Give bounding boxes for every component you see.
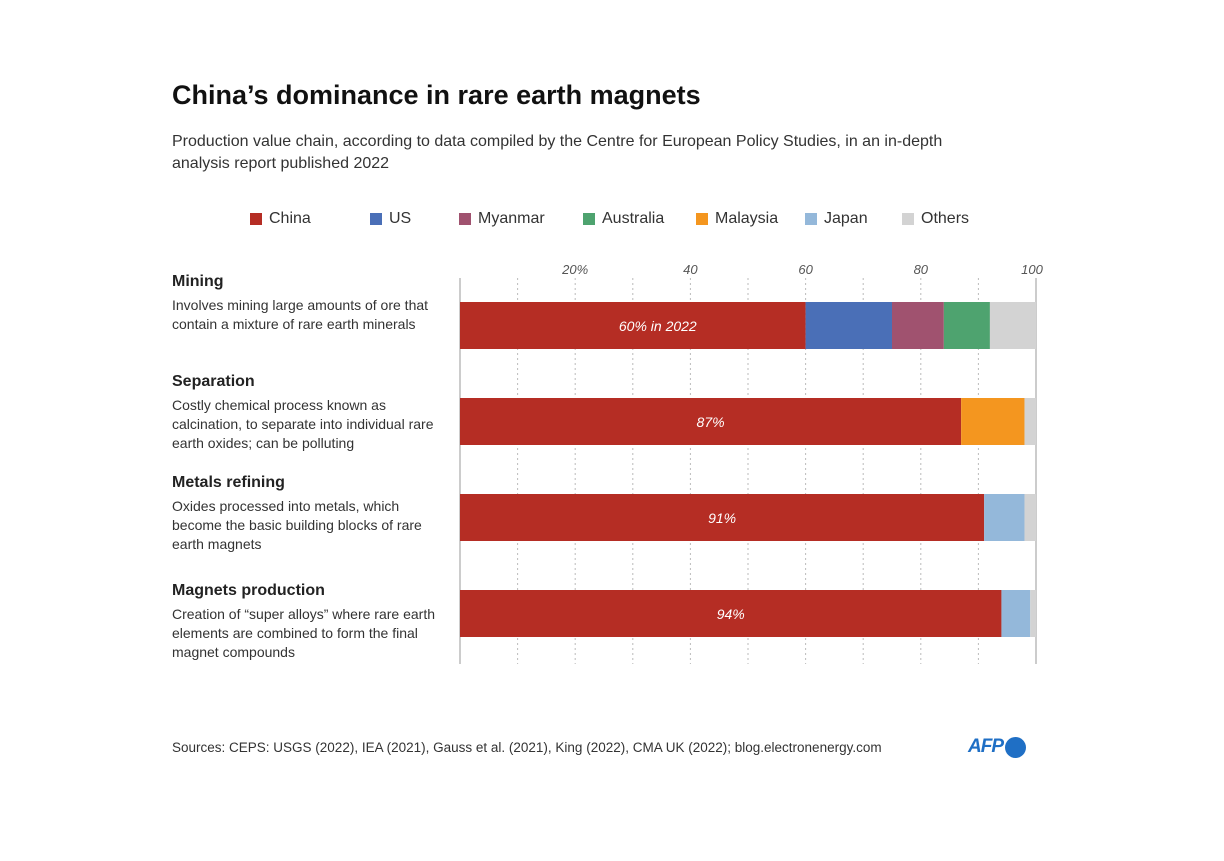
legend-label: China [269, 210, 311, 227]
afp-logo: AFP [968, 736, 1026, 758]
stage-label: Magnets production Creation of “super all… [172, 582, 452, 662]
bar-segment-others [1024, 494, 1036, 541]
legend-item-japan: Japan [805, 210, 868, 228]
bar-segment-china [460, 590, 1002, 637]
source-note: Sources: CEPS: USGS (2022), IEA (2021), … [172, 740, 882, 755]
bar-data-label: 91% [708, 510, 736, 526]
legend-item-others: Others [902, 210, 969, 228]
chart-subtitle: Production value chain, according to dat… [172, 133, 943, 172]
stage-label: Separation Costly chemical process known … [172, 373, 452, 453]
stage-description: Involves mining large amounts of ore tha… [172, 297, 429, 332]
x-tick-label: 80 [914, 262, 929, 277]
legend-swatch [459, 213, 471, 225]
x-tick-label: 40 [683, 262, 698, 277]
bar-segment-myanmar [892, 302, 944, 349]
legend-swatch [805, 213, 817, 225]
bar-segment-others [1024, 398, 1036, 445]
legend-label: Myanmar [478, 210, 545, 227]
legend-item-myanmar: Myanmar [459, 210, 545, 228]
legend-item-australia: Australia [583, 210, 664, 228]
bar-segment-japan [1001, 590, 1031, 637]
x-tick-label: 60 [798, 262, 813, 277]
stage-name: Separation [172, 373, 255, 390]
legend-label: Japan [824, 210, 868, 227]
bar-segment-others [989, 302, 1036, 349]
bar-segment-us [805, 302, 892, 349]
stage-label: Metals refining Oxides processed into met… [172, 474, 452, 554]
stage-description: Costly chemical process known as calcina… [172, 397, 434, 451]
stage-name: Magnets production [172, 582, 325, 599]
bar-segment-malaysia [961, 398, 1025, 445]
legend-swatch [370, 213, 382, 225]
bar-data-label: 87% [697, 414, 725, 430]
stage-name: Metals refining [172, 474, 285, 491]
stage-name: Mining [172, 273, 224, 290]
bar-segment-china [460, 302, 806, 349]
legend-item-china: China [250, 210, 311, 228]
bar-segment-japan [984, 494, 1025, 541]
stage-description: Creation of “super alloys” where rare ea… [172, 606, 436, 660]
x-tick-label: 100 [1021, 262, 1043, 277]
bar-segment-china [460, 494, 985, 541]
legend-label: US [389, 210, 412, 227]
bar-segment-others [1030, 590, 1036, 637]
legend-label: Malaysia [715, 210, 779, 227]
legend-swatch [902, 213, 914, 225]
x-tick-label: 20% [561, 262, 588, 277]
bar-data-label: 60% in 2022 [619, 318, 697, 334]
bar-segment-china [460, 398, 962, 445]
stage-description: Oxides processed into metals, which beco… [172, 498, 422, 552]
afp-logo-dot [1005, 736, 1026, 758]
legend-label: Others [921, 210, 970, 227]
legend-item-malaysia: Malaysia [696, 210, 778, 228]
bar-data-label: 94% [717, 606, 745, 622]
legend-swatch [696, 213, 708, 225]
bar-segment-australia [943, 302, 990, 349]
legend-label: Australia [602, 210, 665, 227]
legend-swatch [583, 213, 595, 225]
legend-item-us: US [370, 210, 411, 228]
stage-label: Mining Involves mining large amounts of o… [172, 273, 452, 334]
chart-title: China’s dominance in rare earth magnets [172, 80, 701, 110]
legend-swatch [250, 213, 262, 225]
